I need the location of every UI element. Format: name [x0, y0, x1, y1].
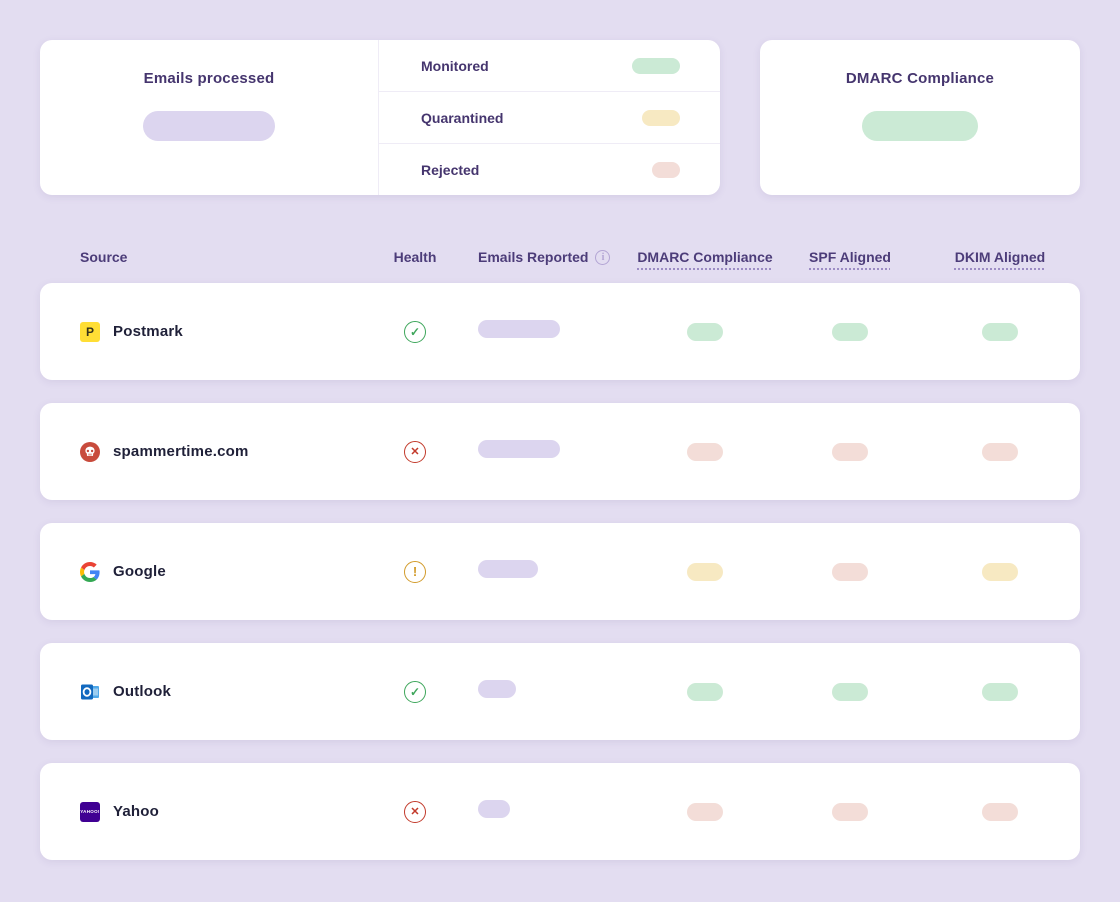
- legend-item-quarantined: Quarantined: [379, 92, 720, 144]
- source-name: Postmark: [113, 323, 183, 340]
- column-header-health: Health: [393, 249, 437, 265]
- emails-processed-value-pill: [143, 111, 275, 141]
- dkim-aligned-pill: [982, 682, 1018, 701]
- summary-section: Emails processed Monitored Quarantined R…: [40, 40, 1080, 195]
- emails-reported-pill: [478, 560, 538, 578]
- column-header-spf-aligned[interactable]: SPF Aligned: [809, 249, 891, 265]
- dmarc-compliance-value-pill: [862, 111, 978, 141]
- info-icon[interactable]: i: [595, 249, 611, 265]
- dmarc-compliance-pill: [687, 682, 723, 701]
- health-status-icon: [404, 560, 426, 583]
- health-status-icon: [404, 680, 426, 703]
- emails-reported-pill: [478, 320, 560, 338]
- source-name: Google: [113, 563, 166, 580]
- source-name: Outlook: [113, 683, 172, 700]
- column-header-emails-reported: Emails Reported i: [455, 249, 630, 265]
- health-status-icon: [404, 440, 426, 463]
- legend-item-rejected: Rejected: [379, 144, 720, 195]
- rejected-value-pill: [652, 161, 680, 178]
- source-row-postmark[interactable]: P Postmark: [40, 283, 1080, 380]
- legend-item-monitored: Monitored: [379, 40, 720, 92]
- spf-aligned-pill: [832, 322, 868, 341]
- dkim-aligned-pill: [982, 442, 1018, 461]
- postmark-icon: P: [80, 321, 100, 342]
- sources-table-header: Source Health Emails Reported i DMARC Co…: [40, 245, 1080, 269]
- dkim-aligned-pill: [982, 322, 1018, 341]
- spammer-skull-icon: [80, 441, 100, 462]
- source-row-outlook[interactable]: Outlook: [40, 643, 1080, 740]
- emails-processed-title: Emails processed: [143, 70, 275, 87]
- source-row-yahoo[interactable]: YAHOO! Yahoo: [40, 763, 1080, 860]
- health-status-icon: [404, 800, 426, 823]
- dmarc-compliance-pill: [687, 322, 723, 341]
- legend-label: Monitored: [421, 57, 489, 74]
- source-row-spammertime[interactable]: spammertime.com: [40, 403, 1080, 500]
- source-name: spammertime.com: [113, 443, 249, 460]
- legend-label: Rejected: [421, 161, 480, 178]
- source-row-google[interactable]: Google: [40, 523, 1080, 620]
- dmarc-compliance-pill: [687, 802, 723, 821]
- emails-reported-pill: [478, 440, 560, 458]
- yahoo-icon: YAHOO!: [80, 801, 100, 822]
- dmarc-compliance-pill: [687, 442, 723, 461]
- dmarc-compliance-card: DMARC Compliance: [760, 40, 1080, 195]
- emails-reported-pill: [478, 800, 510, 818]
- spf-aligned-pill: [832, 442, 868, 461]
- health-status-icon: [404, 320, 426, 343]
- spf-aligned-pill: [832, 682, 868, 701]
- email-status-legend: Monitored Quarantined Rejected: [379, 40, 720, 195]
- column-header-dmarc-compliance[interactable]: DMARC Compliance: [637, 249, 773, 265]
- column-header-dkim-aligned[interactable]: DKIM Aligned: [954, 249, 1046, 265]
- legend-label: Quarantined: [421, 109, 504, 126]
- sources-table-body: P Postmark: [40, 283, 1080, 860]
- google-icon: [80, 561, 100, 582]
- emails-reported-label: Emails Reported: [478, 249, 589, 265]
- spf-aligned-pill: [832, 562, 868, 581]
- dmarc-compliance-pill: [687, 562, 723, 581]
- outlook-icon: [80, 682, 100, 702]
- emails-reported-pill: [478, 680, 516, 698]
- column-header-source: Source: [80, 249, 128, 265]
- emails-processed-card: Emails processed Monitored Quarantined R…: [40, 40, 720, 195]
- quarantined-value-pill: [642, 109, 680, 126]
- dmarc-compliance-title: DMARC Compliance: [845, 70, 995, 87]
- emails-processed-panel: Emails processed: [40, 40, 379, 195]
- monitored-value-pill: [632, 57, 680, 74]
- spf-aligned-pill: [832, 802, 868, 821]
- dkim-aligned-pill: [982, 562, 1018, 581]
- source-name: Yahoo: [113, 803, 160, 820]
- dkim-aligned-pill: [982, 802, 1018, 821]
